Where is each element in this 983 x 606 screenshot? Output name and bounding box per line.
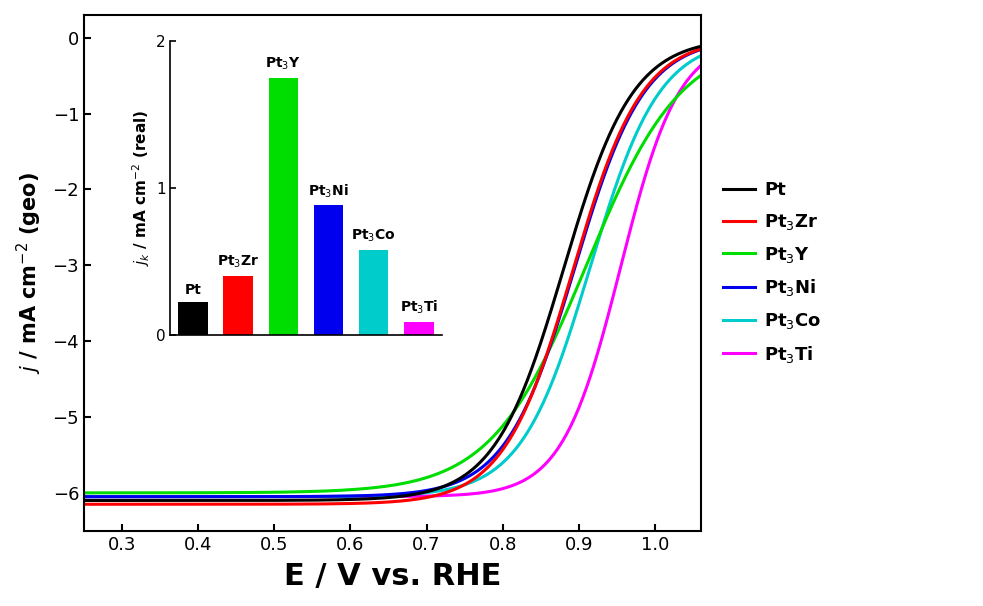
Pt$_3$Co: [695, 52, 707, 59]
Pt$_3$Co: [109, 493, 121, 501]
Pt$_3$Zr: [563, 278, 575, 285]
Line: Pt$_3$Ni: Pt$_3$Ni: [84, 50, 701, 497]
Pt: [78, 497, 89, 504]
Pt$_3$Ni: [109, 493, 121, 501]
Pt: [362, 495, 374, 502]
Pt$_3$Ti: [676, 84, 688, 91]
Pt$_3$Co: [676, 64, 688, 71]
Pt$_3$Zr: [377, 499, 389, 506]
Pt: [377, 494, 389, 502]
Pt: [676, 48, 688, 56]
Pt$_3$Zr: [362, 499, 374, 507]
Pt$_3$Y: [695, 72, 707, 79]
Pt$_3$Ti: [695, 62, 707, 70]
Pt$_3$Ni: [676, 54, 688, 61]
Pt$_3$Co: [377, 492, 389, 499]
Pt$_3$Ni: [362, 492, 374, 499]
Pt$_3$Zr: [676, 53, 688, 60]
Pt$_3$Zr: [676, 53, 688, 60]
Pt$_3$Ti: [78, 493, 89, 501]
Pt$_3$Y: [563, 302, 575, 309]
Legend: Pt, Pt$_3$Zr, Pt$_3$Y, Pt$_3$Ni, Pt$_3$Co, Pt$_3$Ti: Pt, Pt$_3$Zr, Pt$_3$Y, Pt$_3$Ni, Pt$_3$C…: [716, 174, 829, 371]
Pt$_3$Co: [78, 493, 89, 501]
Line: Pt$_3$Zr: Pt$_3$Zr: [84, 49, 701, 504]
Pt$_3$Co: [362, 492, 374, 499]
Pt$_3$Ni: [695, 46, 707, 53]
Pt$_3$Zr: [78, 501, 89, 508]
Pt$_3$Ni: [676, 54, 688, 61]
Pt$_3$Ti: [676, 84, 688, 91]
Pt$_3$Co: [563, 330, 575, 338]
Pt$_3$Zr: [695, 45, 707, 53]
Pt$_3$Ti: [377, 493, 389, 500]
Pt$_3$Ni: [377, 491, 389, 499]
Pt: [109, 497, 121, 504]
X-axis label: E / V vs. RHE: E / V vs. RHE: [283, 562, 501, 591]
Line: Pt$_3$Ti: Pt$_3$Ti: [84, 66, 701, 497]
Pt$_3$Y: [676, 87, 688, 95]
Pt$_3$Co: [676, 64, 688, 72]
Pt: [676, 48, 688, 56]
Line: Pt$_3$Y: Pt$_3$Y: [84, 76, 701, 493]
Line: Pt: Pt: [84, 47, 701, 501]
Pt$_3$Y: [78, 489, 89, 496]
Pt: [563, 245, 575, 253]
Pt$_3$Y: [676, 87, 688, 95]
Pt$_3$Y: [109, 489, 121, 496]
Pt$_3$Zr: [109, 501, 121, 508]
Pt$_3$Ti: [109, 493, 121, 501]
Pt$_3$Y: [377, 483, 389, 490]
Y-axis label: $j$ / mA cm$^{-2}$ (geo): $j$ / mA cm$^{-2}$ (geo): [15, 172, 44, 374]
Pt$_3$Y: [362, 485, 374, 492]
Pt$_3$Ni: [78, 493, 89, 501]
Pt: [695, 43, 707, 50]
Pt$_3$Ti: [563, 425, 575, 432]
Pt$_3$Ni: [563, 282, 575, 289]
Pt$_3$Ti: [362, 493, 374, 500]
Line: Pt$_3$Co: Pt$_3$Co: [84, 56, 701, 497]
